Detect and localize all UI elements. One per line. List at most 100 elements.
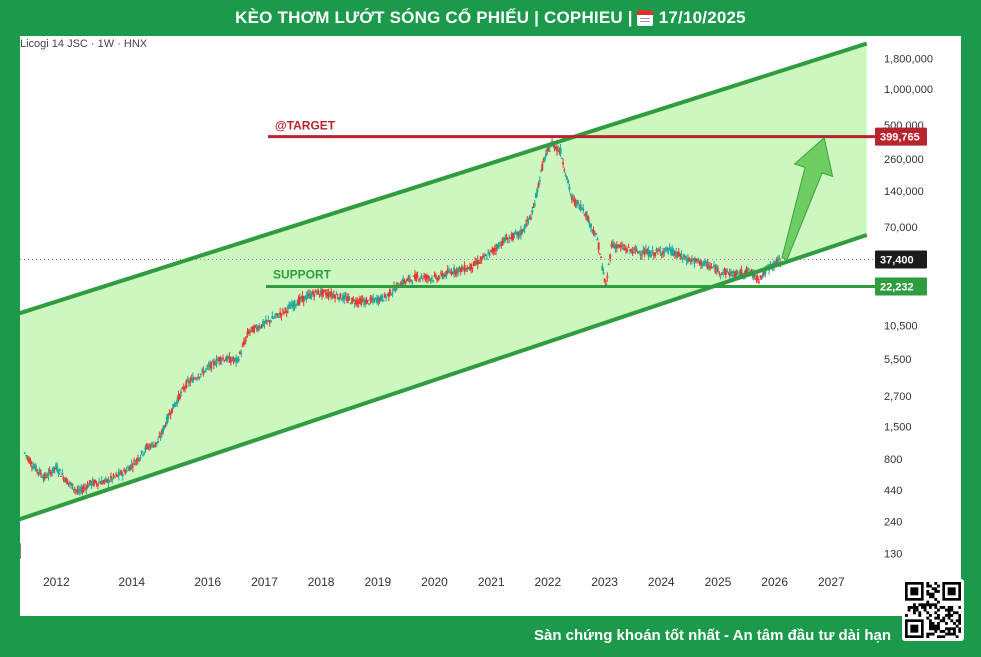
candle-body — [95, 482, 98, 485]
candle-body — [559, 148, 562, 155]
candle-body — [279, 312, 282, 315]
price-chart[interactable]: @TARGETSUPPORT1,800,0001,000,000500,0002… — [20, 36, 961, 616]
candle-body — [419, 278, 422, 280]
qr-module — [937, 614, 940, 617]
candle-body — [318, 293, 321, 295]
qr-module — [945, 627, 948, 631]
candle-body — [734, 272, 737, 278]
candle-body — [528, 216, 531, 219]
candle-body — [358, 297, 361, 301]
candle-body — [173, 404, 176, 407]
candle-body — [696, 260, 699, 262]
qr-module — [907, 608, 911, 612]
candle-body — [71, 483, 74, 490]
candle-body — [128, 467, 131, 472]
qr-module — [929, 584, 932, 588]
candle-body — [305, 295, 308, 300]
candle-body — [351, 297, 354, 304]
candle-body — [597, 242, 600, 250]
candle-body — [277, 316, 280, 318]
qr-module — [926, 616, 930, 620]
candle-body — [134, 463, 137, 466]
candle-body — [383, 294, 386, 298]
candle-body — [90, 482, 93, 486]
qr-finder — [910, 587, 919, 596]
candle-body — [365, 300, 368, 305]
candle-body — [400, 281, 403, 286]
candle-body — [536, 188, 539, 193]
x-axis-area — [20, 570, 875, 616]
candle-body — [446, 269, 449, 274]
candle-body — [591, 229, 594, 231]
candle-body — [618, 244, 621, 247]
candle-body — [48, 469, 51, 471]
candle-body — [148, 445, 151, 447]
candle-body — [632, 247, 635, 249]
qr-module — [958, 616, 961, 620]
candle-body — [165, 416, 168, 424]
candle-body — [517, 231, 520, 236]
qr-module — [934, 582, 938, 585]
candle-body — [659, 250, 662, 254]
qr-module — [955, 611, 959, 615]
candle-body — [63, 479, 66, 482]
qr-code-icon[interactable] — [902, 579, 964, 641]
qr-module — [934, 630, 938, 633]
candle-body — [41, 476, 44, 478]
last-price-badge: 37,400 — [880, 255, 914, 267]
candle-body — [663, 250, 666, 253]
candle-body — [319, 290, 322, 295]
candle-body — [198, 376, 201, 378]
candle-body — [55, 464, 57, 468]
candle-body — [646, 249, 649, 255]
candle-body — [370, 299, 373, 301]
candle-body — [67, 482, 70, 484]
candle-body — [715, 266, 718, 273]
x-tick-label: 2022 — [535, 575, 562, 589]
candle-body — [445, 271, 448, 277]
qr-module — [929, 622, 932, 625]
qr-module — [923, 606, 927, 609]
candle-body — [364, 299, 367, 305]
candle-body — [195, 378, 198, 380]
qr-module — [939, 606, 943, 609]
candle-body — [139, 457, 142, 459]
candle-body — [44, 473, 47, 477]
candle-body — [471, 267, 474, 269]
candle-body — [72, 488, 75, 490]
candle-body — [361, 299, 364, 302]
qr-module — [945, 632, 948, 636]
candle-body — [252, 326, 255, 333]
qr-module — [934, 627, 938, 631]
candle-body — [623, 247, 626, 249]
candle-body — [775, 259, 778, 265]
candle-body — [272, 317, 275, 319]
candle-body — [201, 369, 204, 371]
candle-body — [378, 298, 381, 302]
candle-body — [103, 479, 106, 482]
candle-body — [208, 363, 211, 368]
candle-body — [589, 223, 592, 228]
candle-body — [684, 258, 687, 260]
x-tick-label: 2020 — [421, 575, 448, 589]
qr-module — [921, 603, 924, 607]
candle-body — [310, 293, 313, 298]
candle-body — [373, 299, 376, 303]
qr-module — [931, 627, 935, 631]
candle-body — [357, 301, 360, 304]
candle-body — [662, 251, 665, 254]
candle-body — [652, 252, 655, 256]
candle-body — [391, 292, 394, 294]
qr-module — [953, 622, 956, 625]
candle-body — [542, 159, 545, 161]
chart-panel[interactable]: @TARGET SUPPORT 1,800,000 1,000,000 500,000 2… — [20, 36, 961, 616]
candle-body — [160, 430, 163, 434]
candle-body — [549, 146, 552, 148]
candle-body — [436, 278, 439, 281]
candle-body — [642, 249, 645, 254]
candle-body — [467, 268, 470, 270]
candle-body — [172, 403, 175, 409]
candle-body — [675, 251, 678, 256]
candle-body — [174, 402, 177, 405]
candle-body — [718, 272, 721, 274]
